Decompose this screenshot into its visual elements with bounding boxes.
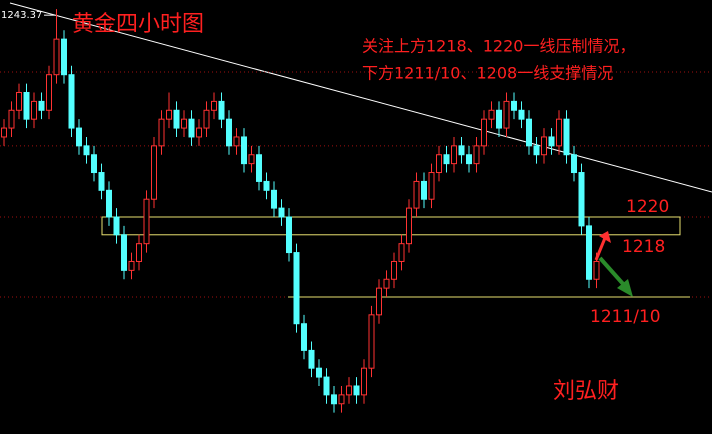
candle-body [218, 100, 225, 120]
candle-body [548, 136, 555, 147]
candle-body [271, 189, 277, 209]
note: 关注上方1218、1220一线压制情况， [362, 37, 635, 56]
candle-body [511, 100, 517, 111]
candle-body [443, 154, 450, 165]
candle-body [526, 118, 532, 147]
candle-body [413, 180, 420, 209]
candle-body [263, 180, 270, 191]
candle-body [578, 172, 585, 227]
candle-body [556, 118, 562, 147]
candle-body [308, 349, 315, 369]
candle-body [61, 38, 67, 76]
up-arrow [594, 237, 607, 261]
candle-body [38, 100, 45, 111]
candle-body [353, 385, 360, 396]
candle-body [593, 260, 600, 280]
candle-body [226, 118, 232, 147]
candle-body [83, 145, 90, 156]
candle-body [31, 100, 37, 120]
candle-body [188, 118, 195, 138]
down-arrow-head [617, 279, 633, 297]
candle-body [1, 127, 7, 138]
candle-body [256, 154, 262, 182]
candle-body [76, 127, 82, 147]
author: 刘弘财 [553, 379, 619, 404]
candle-body [91, 154, 97, 174]
candle-body [428, 172, 435, 200]
candle-body [128, 260, 135, 271]
candle-body [346, 385, 352, 396]
candle-body [181, 118, 187, 129]
candle-body [503, 100, 510, 129]
candle-body [518, 109, 525, 120]
candle-body [541, 136, 547, 156]
candle-body [68, 74, 75, 129]
candle-body [488, 109, 495, 120]
candle-body [248, 154, 255, 165]
candle-body [398, 243, 405, 262]
candle-body [158, 118, 165, 147]
candle-body [436, 154, 442, 174]
candle-body [278, 207, 285, 218]
high-label: 1243.37 [1, 10, 42, 21]
level-label: 1211/10 [590, 307, 661, 327]
candle-body [496, 109, 502, 129]
candle-body [323, 376, 330, 396]
candle-body [233, 136, 240, 147]
candle-body [301, 323, 307, 351]
candle-body [533, 145, 540, 156]
candle-body [421, 180, 427, 200]
candle-body [376, 287, 382, 316]
down-arrow [598, 256, 626, 287]
candle-body [368, 314, 375, 369]
candle-body [316, 367, 322, 378]
candle-body [46, 74, 52, 111]
candle-body [391, 260, 397, 280]
candle-body [383, 278, 390, 289]
candle-body [203, 109, 210, 129]
candle-body [406, 207, 412, 245]
candle-body [121, 234, 127, 271]
candle-body [16, 91, 22, 111]
candle-body [151, 145, 157, 200]
candle-body [458, 145, 465, 156]
trend-line [9, 2, 712, 193]
candle-body [113, 216, 120, 236]
candle-body [361, 367, 367, 396]
candle-body [98, 172, 105, 191]
candle-body [338, 394, 345, 405]
candle-body [481, 118, 487, 147]
candle-body [196, 127, 202, 138]
candle-body [23, 91, 30, 120]
candle-body [563, 118, 570, 156]
candle-body [286, 216, 292, 254]
candle-body [106, 189, 112, 218]
chart-title: 黄金四小时图 [72, 12, 204, 37]
candle-body [466, 154, 472, 165]
candle-body [143, 198, 150, 245]
level-label: 1218 [622, 237, 665, 257]
candle-body [173, 109, 180, 129]
note: 下方1211/10、1208一线支撑情况 [362, 64, 613, 83]
candle-body [241, 136, 247, 165]
candle-body [331, 394, 337, 405]
up-arrow-head [599, 231, 611, 243]
candle-body [53, 38, 60, 76]
candle-body [571, 154, 577, 174]
candle-body [293, 252, 300, 325]
candle-body [136, 243, 142, 262]
candle-body [8, 109, 15, 129]
candle-body [211, 100, 217, 111]
candle-body [586, 225, 592, 280]
candle-body [473, 145, 480, 165]
resistance-box [101, 216, 681, 236]
candle-body [451, 145, 457, 165]
level-label: 1220 [626, 197, 669, 217]
candle-body [166, 109, 172, 120]
